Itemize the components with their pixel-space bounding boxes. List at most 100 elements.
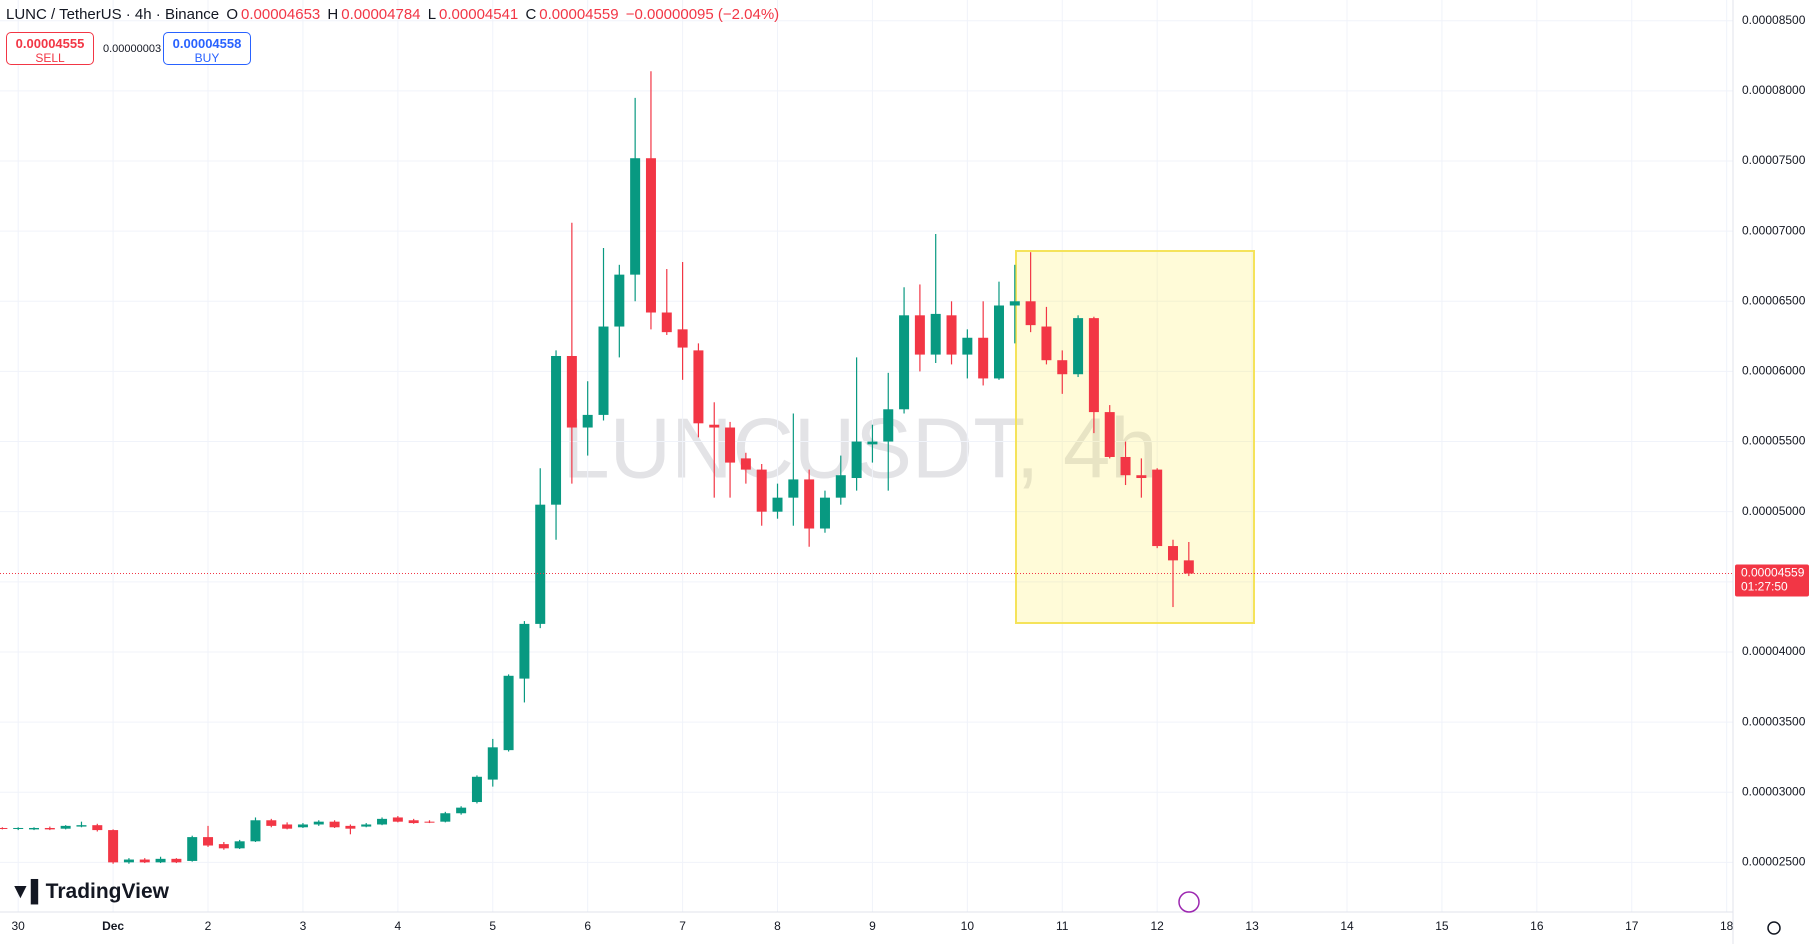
candle-body [487,747,498,780]
candle-body [392,817,403,822]
y-tick-label: 0.00008500 [1742,13,1806,27]
candle-body [329,821,340,828]
x-tick-label: 14 [1340,919,1354,933]
candle-body [756,469,767,512]
change: −0.00000095 (−2.04%) [625,6,780,23]
ohlc-value: 0.00004541 [439,6,519,23]
x-tick-label: 5 [489,919,496,933]
y-tick-label: 0.00002500 [1742,855,1806,869]
x-tick-label: 2 [205,919,212,933]
x-tick-label: 3 [300,919,307,933]
candle-body [108,830,119,863]
candle-body [203,837,214,846]
x-tick-label: 7 [679,919,686,933]
candle-body [914,315,925,355]
candle-body [503,675,514,751]
y-tick-label: 0.00007000 [1742,223,1806,237]
y-tick-label: 0.00003000 [1742,784,1806,798]
candle-body [962,337,973,355]
buy-price: 0.00004558 [172,36,242,51]
candle-body [788,479,799,498]
sell-button[interactable]: 0.00004555 SELL [6,32,94,65]
y-tick-label: 0.00004000 [1742,644,1806,658]
candle-body [123,859,134,863]
candle-body [899,315,910,410]
sell-price: 0.00004555 [15,36,85,51]
candle-body [187,837,198,861]
y-tick-label: 0.00007500 [1742,153,1806,167]
candle-body [630,158,641,275]
x-tick-label: Dec [102,919,124,933]
candle-body [740,458,751,470]
x-tick-label: 18 [1720,919,1734,933]
spread: 0.00000003 [103,43,162,55]
price-tag [1735,564,1809,597]
candle-body [566,355,577,428]
candle-body [155,858,166,863]
buy-label: BUY [194,51,220,65]
y-tick-label: 0.00005500 [1742,434,1806,448]
candle-body [440,813,451,822]
candle-body [456,807,467,814]
x-tick-label: 4 [395,919,402,933]
candle-body [44,827,55,830]
candle-body [598,326,609,415]
candle-body [1120,456,1131,476]
candle-body [851,441,862,479]
candle-body [645,158,656,313]
y-tick-label: 0.00008000 [1742,83,1806,97]
x-tick-label: 9 [869,919,876,933]
candle-body [883,409,894,442]
candle-body [661,312,672,333]
y-tick-label: 0.00003500 [1742,714,1806,728]
ohlc-label: C [525,6,537,23]
candle-body [804,479,815,529]
ohlc-label: H [327,6,339,23]
x-tick-label: 16 [1530,919,1544,933]
ohlc-label: L [427,6,437,23]
price-tag-value: 0.00004559 [1741,566,1805,580]
candle-body [171,858,182,863]
candle-body [946,315,957,355]
candle-body [978,337,989,379]
candle-body [1183,560,1194,574]
ohlc-value: 0.00004784 [341,6,421,23]
x-tick-label: 8 [774,919,781,933]
x-tick-label: 30 [12,919,26,933]
candle-body [139,859,150,863]
y-tick-label: 0.00006000 [1742,364,1806,378]
candle-body [60,825,71,829]
logo: ▼▌TradingView [10,880,169,903]
candle-body [819,497,830,529]
ohlc-label: O [226,6,238,23]
candle-body [835,475,846,498]
candle-body [29,827,40,830]
candle-body [993,305,1004,379]
x-tick-label: 11 [1056,919,1069,933]
candle-body [1104,412,1115,457]
candle-body [282,824,293,829]
candle-body [1057,360,1068,375]
y-tick-label: 0.00006500 [1742,293,1806,307]
candle-body [0,827,8,829]
candle-body [297,824,308,828]
candle-body [377,818,388,825]
candle-body [709,424,720,428]
candle-body [1136,475,1147,479]
candle-body [519,623,530,679]
candle-body [677,329,688,348]
candle-body [361,824,372,827]
x-tick-label: 12 [1150,919,1164,933]
highlight-box [1015,250,1255,624]
x-tick-label: 15 [1435,919,1449,933]
candle-body [614,274,625,327]
candle-body [424,821,435,823]
candle-body [582,414,593,428]
candle-body [471,776,482,803]
candle-body [725,427,736,463]
symbol: LUNC / TetherUS · 4h · Binance [6,6,220,23]
buy-button[interactable]: 0.00004558 BUY [163,32,251,65]
candle-body [1025,301,1036,326]
candle-body [1152,469,1163,547]
